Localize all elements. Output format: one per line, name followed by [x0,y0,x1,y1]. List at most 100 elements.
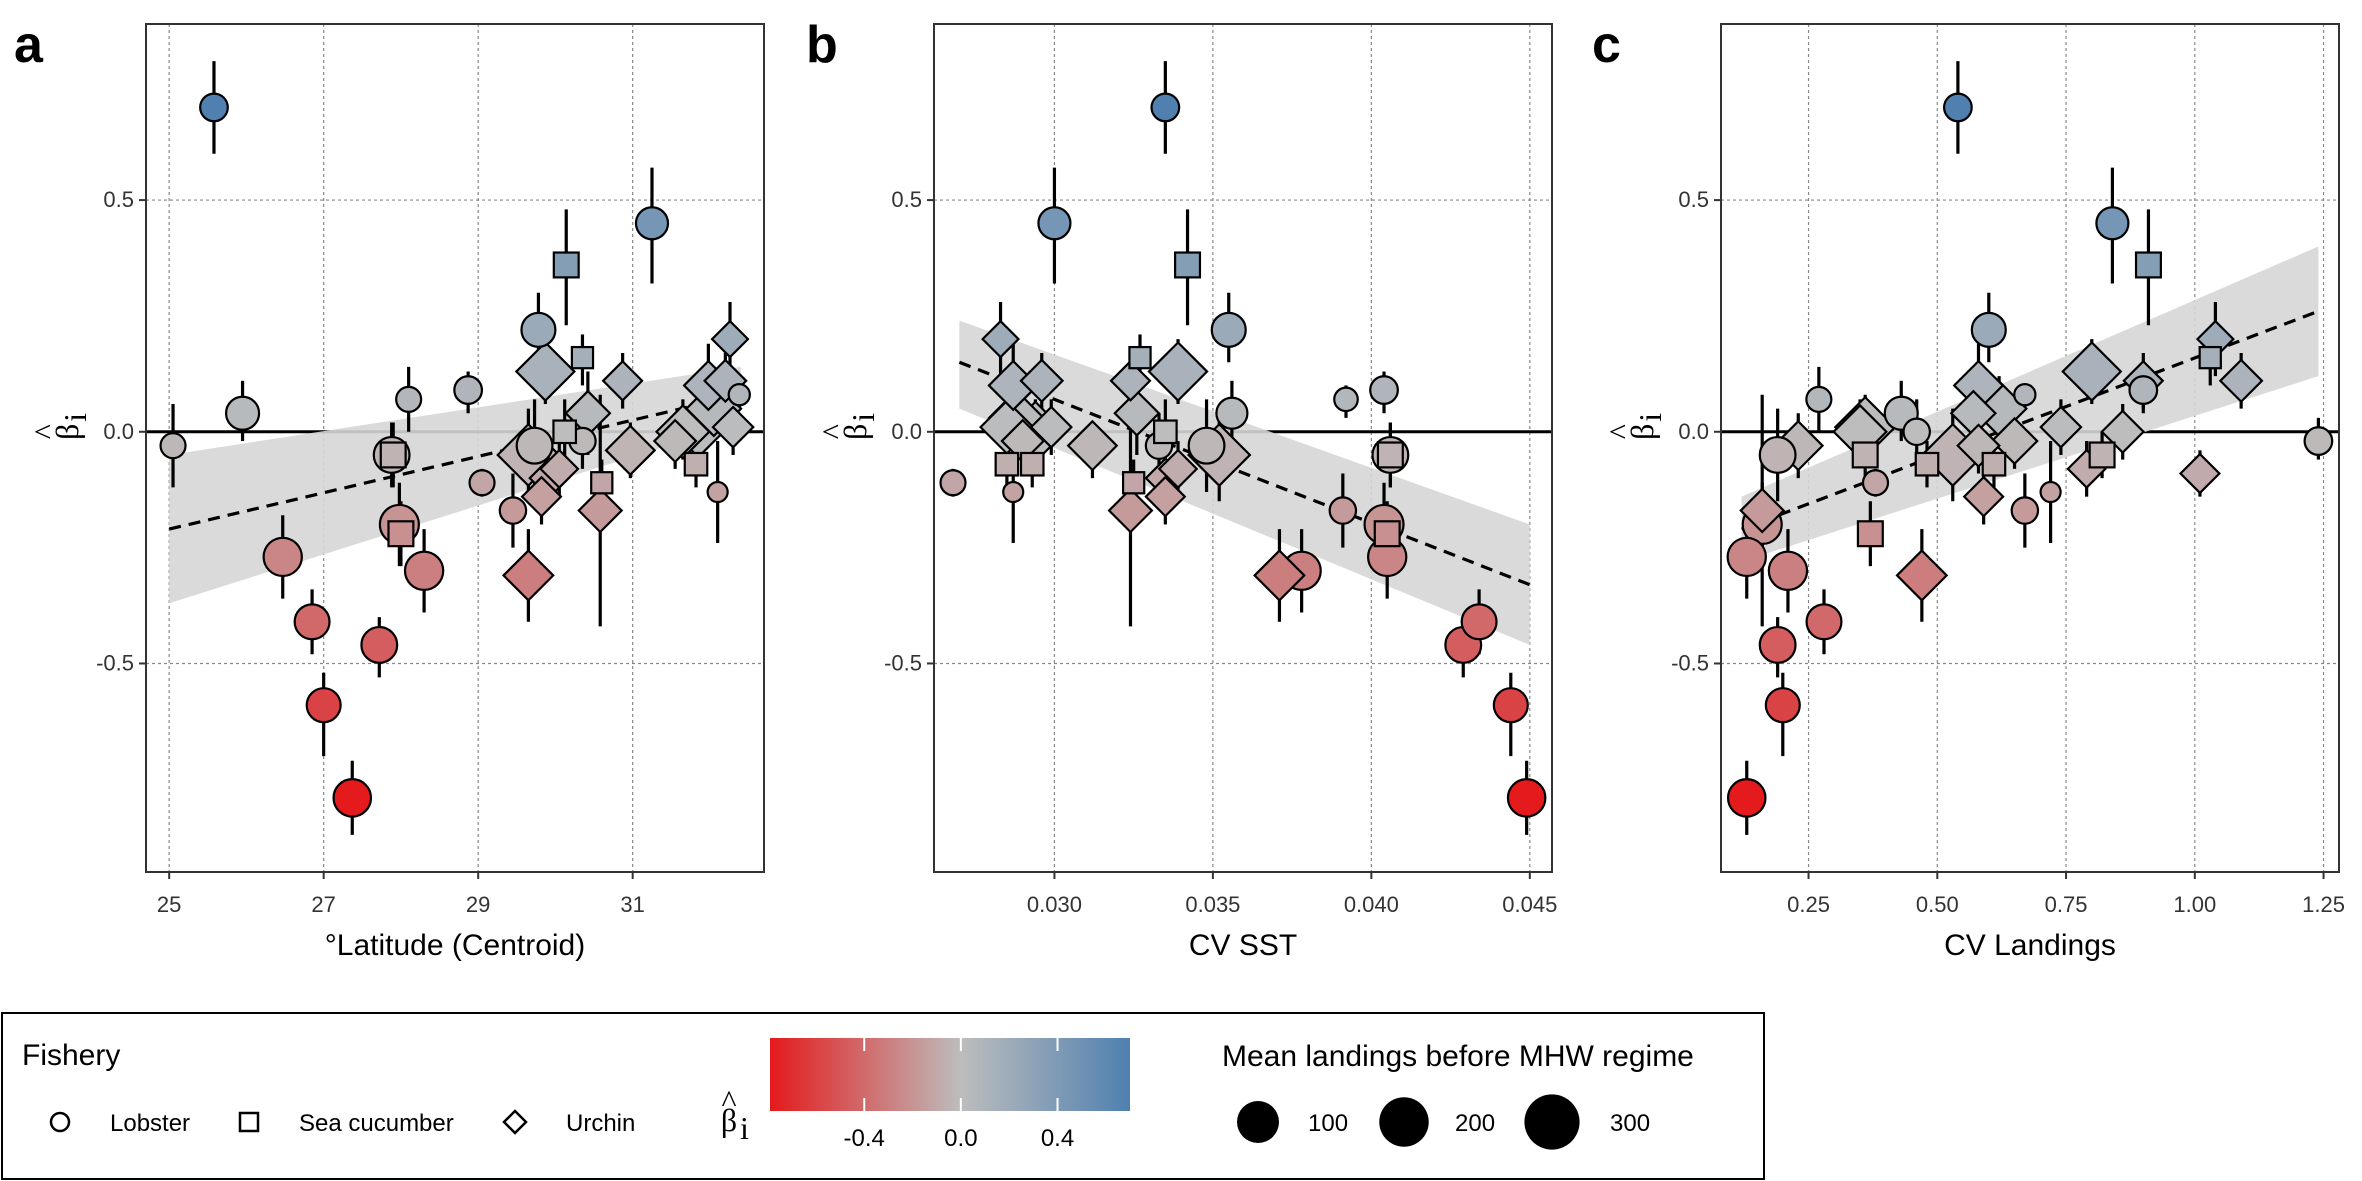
svg-text:β: β [49,424,85,440]
x-tick-label: 0.030 [1027,892,1082,917]
size-legend-circle [1524,1094,1580,1150]
y-tick-label: 0.5 [891,187,922,212]
svg-text:^: ^ [27,424,63,439]
x-tick-label: 31 [620,892,644,917]
data-point [570,345,595,370]
data-point [1861,469,1890,497]
svg-text:i: i [740,1110,749,1146]
data-point [652,418,698,464]
x-tick-label: 0.75 [2045,892,2088,917]
y-tick-label: 0.0 [103,419,134,444]
data-point [634,206,670,241]
size-legend-title: Mean landings before MHW regime [1222,1040,1694,1073]
colorbar-tick-label: 0.0 [944,1125,977,1152]
data-point [1990,416,2039,466]
data-point [1962,475,2005,518]
panel-b: 0.030 0.035 0.040 0.045 -0.5 0.0 0.5 CV SST ^βi [815,23,1557,962]
colorbar-tick-label: -0.4 [844,1125,885,1152]
svg-text:^: ^ [1602,424,1638,439]
data-point [1029,405,1073,449]
data-point [1002,480,1025,504]
panel-border [145,23,765,873]
data-point [262,536,303,578]
data-point [379,441,407,469]
x-axis-label: CV Landings [1944,929,2116,962]
panel-a: 25 27 29 31 -0.5 0.0 0.5 °Latitude (Centroid) ^β… [27,23,765,962]
data-point [468,469,496,497]
data-point [520,475,563,518]
size-legend-circle [1237,1101,1279,1143]
data-point [727,383,751,407]
data-point [1121,471,1146,495]
data-point [1739,487,1786,534]
y-tick-label: -0.5 [884,650,922,675]
data-point [2218,358,2264,404]
data-point [1107,487,1154,534]
data-point [1150,92,1181,123]
y-tick-label: 0.0 [1678,419,1709,444]
data-point [1144,475,1187,518]
data-point [1758,435,1797,474]
colorbar-title: ^ β i [721,1083,749,1146]
data-point [1210,311,1247,348]
x-tick-label: 27 [311,892,335,917]
svg-text:β: β [721,1102,737,1138]
y-tick-label: 0.0 [891,419,922,444]
data-point [1376,441,1404,469]
panel-tag-c: c [1592,16,1621,74]
x-tick-label: 0.25 [1787,892,1830,917]
x-tick-label: 0.035 [1185,892,1240,917]
data-point [360,625,399,664]
data-point [2013,383,2037,407]
panel-tag-a: a [14,16,44,74]
data-point [1970,311,2007,348]
data-point [590,471,614,495]
y-axis-label: ^βi [815,413,881,440]
data-point [1037,206,1072,241]
panel-border [1720,23,2340,873]
svg-text:i: i [57,413,93,422]
trend-line [1741,309,2319,531]
data-point [2095,206,2130,241]
x-tick-label: 0.50 [1916,892,1959,917]
y-tick-label: -0.5 [1671,650,1709,675]
data-point [2134,251,2162,279]
data-point [1109,359,1152,402]
data-point [706,480,729,504]
x-axis-label: °Latitude (Centroid) [325,929,585,962]
data-point [1902,417,1931,447]
data-point [515,426,554,465]
size-legend-label: 100 [1308,1110,1348,1137]
data-point [552,251,580,279]
data-point [403,550,445,592]
data-point [1066,419,1119,472]
svg-text:i: i [1632,413,1668,422]
colorbar [770,1038,1130,1111]
legend-shape-urchin [502,1109,528,1135]
svg-text:^: ^ [721,1083,736,1119]
data-point [1019,451,1045,477]
svg-text:i: i [845,413,881,422]
data-point [1253,549,1306,602]
data-point [514,340,576,403]
x-tick-label: 1.00 [2173,892,2216,917]
data-point [1492,687,1529,724]
data-point [395,385,423,413]
trend-line [958,360,1531,587]
data-point [305,687,342,724]
y-axis-label: ^βi [1602,413,1668,440]
data-point [2198,345,2222,370]
data-point [498,496,528,525]
legend-label-lobster: Lobster [110,1110,190,1137]
data-point [2128,375,2159,405]
data-point [2178,452,2221,495]
data-point [1369,375,1399,405]
data-point [1373,520,1401,548]
data-point [1113,389,1161,437]
svg-text:β: β [1624,424,1660,440]
x-axis-label: CV SST [1189,929,1297,962]
y-tick-label: -0.5 [96,650,134,675]
panel-border [933,23,1553,873]
data-point [539,448,580,490]
data-point [293,603,331,641]
